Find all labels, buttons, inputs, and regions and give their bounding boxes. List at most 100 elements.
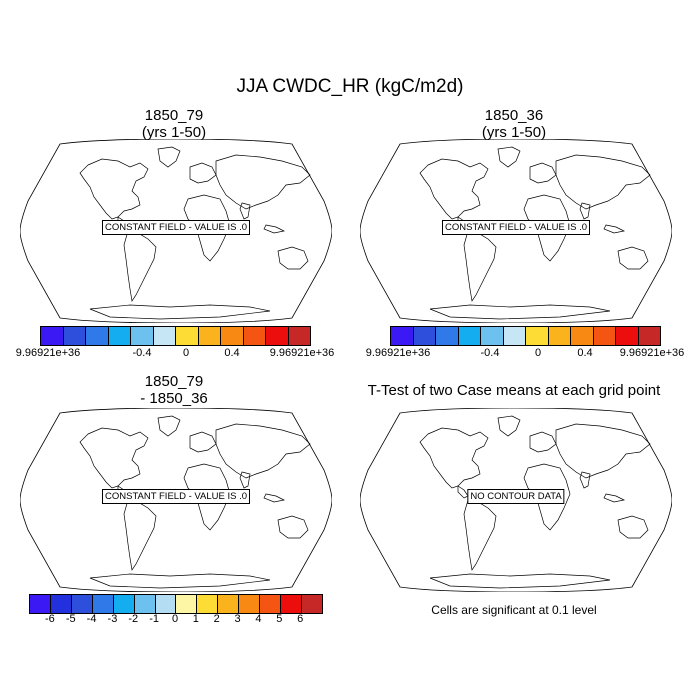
coastline: [457, 485, 469, 499]
colorbar-swatch: [281, 595, 302, 613]
colorbar-2-label: 0.4: [577, 347, 593, 359]
colorbar-swatch: [155, 595, 177, 613]
colorbar-swatch: [638, 327, 660, 345]
colorbar-swatch: [616, 327, 639, 345]
colorbar-1-label: 9.96921e+36: [269, 347, 335, 359]
colorbar-swatch: [218, 595, 240, 613]
map-panel-2: CONSTANT FIELD - VALUE IS .0: [360, 139, 672, 323]
main-title: JJA CWDC_HR (kgC/m2d): [236, 76, 464, 97]
coastline: [263, 224, 286, 234]
panel3-title-line1: 1850_79: [144, 373, 204, 390]
constant-field-label: CONSTANT FIELD - VALUE IS .0: [101, 220, 251, 235]
colorbar-diff-label: -2: [128, 613, 139, 625]
colorbar-swatch: [458, 327, 481, 345]
coastline: [463, 230, 497, 302]
panel2-title: 1850_36 (yrs 1-50): [364, 107, 664, 141]
colorbar-2-label: -0.4: [480, 347, 500, 359]
colorbar-swatch: [221, 327, 244, 345]
colorbar-diff-label: 6: [297, 613, 304, 625]
colorbar-swatch: [92, 595, 114, 613]
panel3-title: 1850_79 - 1850_36: [24, 373, 324, 407]
colorbar-swatch: [391, 327, 414, 345]
panel1-title-line1: 1850_79: [144, 107, 204, 124]
colorbar-swatch: [593, 327, 616, 345]
coastline: [239, 471, 251, 489]
colorbar-swatch: [198, 327, 221, 345]
coastline: [429, 304, 611, 320]
colorbar-swatch: [113, 595, 135, 613]
coastline: [277, 246, 309, 270]
colorbar-1: [40, 326, 311, 346]
colorbar-swatch: [288, 327, 310, 345]
colorbar-swatch: [86, 327, 109, 345]
colorbar-diff-label: 0: [171, 613, 179, 625]
map-boundary: [20, 408, 332, 592]
coastline: [157, 415, 181, 437]
colorbar-diff-label: 3: [234, 613, 241, 625]
map-panel-4: NO CONTOUR DATA: [360, 408, 672, 592]
colorbar-swatch: [243, 327, 266, 345]
coastline: [529, 431, 557, 453]
coastline: [79, 158, 149, 220]
significance-note: Cells are significant at 0.1 level: [431, 603, 597, 617]
colorbar-swatch: [548, 327, 571, 345]
colorbar-2: [390, 326, 661, 346]
coastline: [277, 515, 309, 539]
colorbar-diff: [29, 594, 323, 614]
colorbar-swatch: [197, 595, 219, 613]
coastline: [157, 146, 181, 168]
map-panel-3: CONSTANT FIELD - VALUE IS .0: [20, 408, 332, 592]
coastline: [215, 154, 311, 210]
coastline: [617, 515, 649, 539]
colorbar-swatch: [260, 595, 282, 613]
colorbar-swatch: [131, 327, 154, 345]
panel1-title: 1850_79 (yrs 1-50): [24, 107, 324, 141]
colorbar-swatch: [134, 595, 156, 613]
coastline: [429, 573, 611, 589]
coastline: [419, 427, 489, 489]
panel3-title-line2: - 1850_36: [140, 390, 208, 407]
colorbar-diff-label: 4: [255, 613, 262, 625]
colorbar-swatch: [176, 327, 199, 345]
colorbar-swatch: [239, 595, 261, 613]
colorbar-swatch: [503, 327, 526, 345]
no-contour-label: NO CONTOUR DATA: [467, 489, 565, 504]
colorbar-swatch: [153, 327, 176, 345]
colorbar-swatch: [266, 327, 289, 345]
colorbar-diff-label: 2: [213, 613, 220, 625]
coastline: [579, 471, 591, 489]
coastline: [617, 246, 649, 270]
map-panel-1: CONSTANT FIELD - VALUE IS .0: [20, 139, 332, 323]
colorbar-diff-label: 1: [192, 613, 199, 625]
colorbar-diff-label: -5: [65, 613, 76, 625]
coastline: [497, 415, 521, 437]
world-map-1: [20, 139, 332, 323]
coastline: [89, 573, 271, 589]
coastline: [189, 162, 217, 184]
colorbar-1-label: -0.4: [132, 347, 152, 359]
coastline: [603, 493, 626, 503]
colorbar-swatch: [571, 327, 594, 345]
colorbar-diff-label: 5: [276, 613, 283, 625]
coastline: [189, 431, 217, 453]
panel2-title-line1: 1850_36: [484, 107, 544, 124]
colorbar-diff-label: -3: [107, 613, 118, 625]
panel2-title-line2: (yrs 1-50): [481, 124, 547, 141]
colorbar-1-label: 0.4: [224, 347, 240, 359]
colorbar-swatch: [71, 595, 93, 613]
colorbar-swatch: [108, 327, 131, 345]
colorbar-1-label: 0: [182, 347, 190, 359]
coastline: [239, 202, 251, 220]
coastline: [263, 493, 286, 503]
coastline: [123, 499, 157, 571]
coastline: [579, 202, 591, 220]
colorbar-swatch: [481, 327, 504, 345]
coastline: [555, 154, 651, 210]
colorbar-swatch: [63, 327, 86, 345]
constant-field-label: CONSTANT FIELD - VALUE IS .0: [441, 220, 591, 235]
map-boundary: [360, 139, 672, 323]
coastline: [603, 224, 626, 234]
coastline: [419, 158, 489, 220]
panel4-title-line1: T-Test of two Case means at each grid po…: [367, 382, 661, 399]
coastline: [123, 230, 157, 302]
